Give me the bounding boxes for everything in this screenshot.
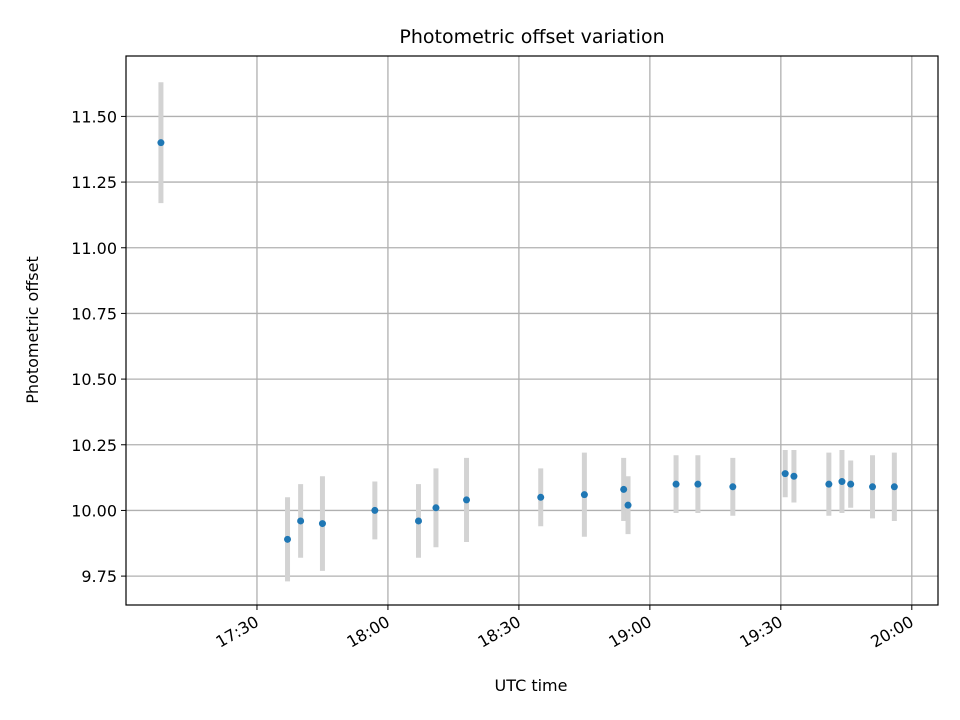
- y-tick-label: 9.75: [81, 567, 117, 586]
- y-tick-label: 11.50: [71, 107, 117, 126]
- data-point: [318, 520, 326, 528]
- x-tick-label: 19:30: [736, 612, 785, 652]
- data-point: [672, 480, 680, 488]
- data-point: [729, 483, 737, 491]
- x-tick-label: 18:00: [344, 612, 393, 652]
- data-point: [825, 480, 833, 488]
- data-point: [284, 535, 292, 543]
- data-point: [157, 139, 165, 147]
- y-tick-label: 10.75: [71, 304, 117, 323]
- data-point: [580, 491, 588, 499]
- x-tick-label: 20:00: [867, 612, 916, 652]
- data-point: [624, 501, 632, 509]
- grid: [126, 56, 938, 605]
- y-tick-label: 10.00: [71, 501, 117, 520]
- y-tick-label: 10.50: [71, 370, 117, 389]
- data-point: [620, 485, 628, 493]
- x-tick-label: 19:00: [605, 612, 654, 652]
- x-tick-label: 17:30: [213, 612, 262, 652]
- data-point: [371, 506, 379, 514]
- data-point: [790, 472, 798, 480]
- data-points: [157, 139, 898, 543]
- x-tick-label: 18:30: [474, 612, 523, 652]
- data-point: [537, 493, 545, 501]
- error-bars: [158, 82, 897, 582]
- data-point: [414, 517, 422, 525]
- chart-title: Photometric offset variation: [399, 26, 664, 48]
- data-point: [838, 478, 846, 486]
- y-tick-label: 11.00: [71, 239, 117, 258]
- y-tick-label: 11.25: [71, 173, 117, 192]
- data-point: [869, 483, 877, 491]
- data-point: [847, 480, 855, 488]
- y-tick-label: 10.25: [71, 436, 117, 455]
- data-point: [297, 517, 305, 525]
- data-point: [781, 470, 789, 478]
- y-axis-label: Photometric offset: [23, 256, 42, 404]
- data-point: [432, 504, 440, 512]
- data-point: [463, 496, 471, 504]
- data-point: [694, 480, 702, 488]
- data-point: [890, 483, 898, 491]
- plot-frame: [125, 55, 939, 606]
- x-axis-label: UTC time: [495, 676, 568, 695]
